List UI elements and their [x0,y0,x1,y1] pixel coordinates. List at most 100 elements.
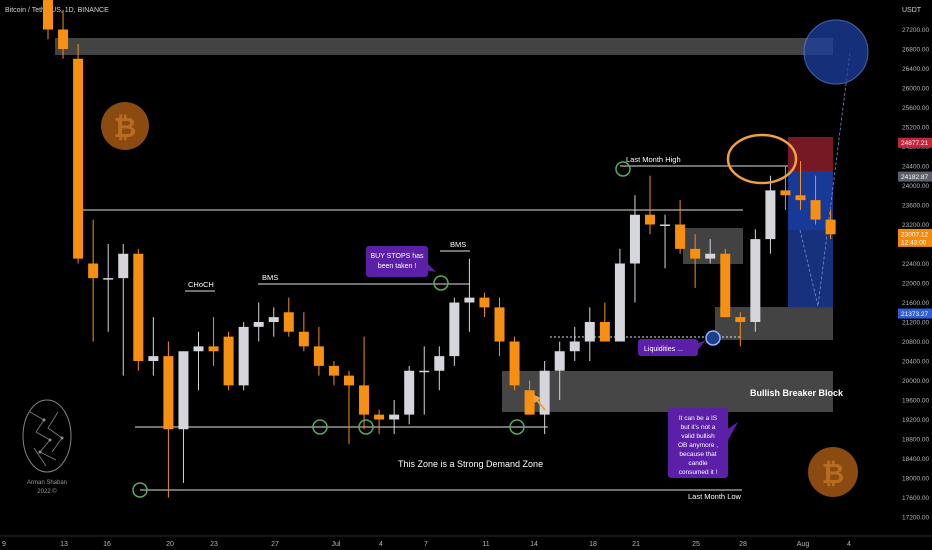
y-tick-label: 21200.00 [902,320,929,327]
candle [765,175,776,254]
liquidities-label: Liquidities ... [644,346,683,353]
candle [569,326,580,361]
candle-body [208,346,219,352]
x-tick-label: 18 [589,541,597,548]
candle [434,346,445,391]
price-tag [898,308,932,319]
candle [73,44,84,264]
candle [328,361,339,386]
x-tick-label: 20 [166,541,174,548]
supply-zone-top [55,38,833,55]
candle [344,370,354,444]
liquidity-oval [726,133,798,185]
candle [118,244,129,376]
candle [283,297,294,337]
candle-body [599,322,610,342]
sweep-marker [509,419,525,435]
candle-body [43,0,53,30]
candle [449,297,460,366]
sweep-marker [132,482,148,498]
candle-body [328,365,339,376]
y-tick-label: 18800.00 [902,437,929,444]
candle [614,248,625,342]
candle [223,331,234,391]
svg-text:₿: ₿ [822,458,845,489]
currency-label: USDT [902,7,922,14]
x-tick-label: 9 [2,541,6,548]
candle-body [825,219,836,235]
candle [389,400,400,435]
candle [88,219,99,342]
price-tag [898,137,932,148]
y-tick-label: 25200.00 [902,125,929,132]
x-tick-label: 21 [632,541,640,548]
y-tick-label: 17600.00 [902,495,929,502]
bullish-breaker-block [502,371,833,412]
candle [660,214,671,269]
candle [419,346,430,415]
candle [58,10,69,59]
svg-text:been taken !: been taken ! [378,263,417,270]
candle [584,307,595,361]
y-tick-label: 18000.00 [902,476,929,483]
y-tick-label: 20000.00 [902,378,929,385]
candle [509,336,520,391]
candle-body [720,253,731,318]
candle-body [313,346,324,366]
candle-body [584,322,595,342]
candle-body [539,370,550,415]
candles-group [43,0,836,498]
candle [599,302,610,342]
candle [253,302,264,342]
candle [298,312,309,352]
candle-body [795,195,806,201]
price-tag [898,171,932,182]
y-tick-label: 22400.00 [902,261,929,268]
candle-body [133,253,144,361]
sweep-marker [615,161,631,177]
buy-stops-callout: BUY STOPS has been taken ! [366,246,436,277]
candle [690,234,701,288]
y-tick-label: 20400.00 [902,359,929,366]
candle [735,312,746,347]
candle [629,195,640,303]
candle-body [73,58,84,259]
candle [479,292,490,318]
candle-body [479,297,490,308]
bms-label-2: BMS [450,240,466,249]
bullish-breaker-block-label: Bullish Breaker Block [750,388,844,398]
candle-body [524,390,535,415]
candle-body [810,200,821,220]
y-tick-label: 17200.00 [902,515,929,522]
x-tick-label: 14 [530,541,538,548]
choch-label: CHoCH [188,280,214,289]
sweep-marker [358,419,374,435]
candle-body [148,356,159,361]
candle [524,380,535,415]
arrow-icon [532,394,546,411]
candle-body [554,351,565,371]
candle [464,258,475,332]
svg-text:because that: because that [679,451,716,458]
last-month-high-label: Last Month High [626,155,681,164]
svg-text:BUY STOPS has: BUY STOPS has [370,253,424,260]
svg-text:but it's not a: but it's not a [681,424,716,431]
candle [645,175,655,235]
svg-text:candle: candle [688,460,708,467]
candle [720,248,731,318]
candle [404,365,415,425]
candle-body [780,190,791,196]
liquidity-marker [705,330,721,346]
y-tick-label: 18400.00 [902,456,929,463]
candle [494,297,505,357]
candle-body [569,341,580,352]
candle-body [389,414,400,420]
candle [133,248,144,371]
y-tick-label: 19600.00 [902,398,929,405]
y-tick-label: 25600.00 [902,105,929,112]
candle-body [464,297,475,303]
last-month-low-label: Last Month Low [688,492,742,501]
candle [825,209,836,240]
time-axis[interactable]: 9 13 16 20 23 27 Jul 4 7 11 14 18 21 25 28 Aug 4 [2,541,851,548]
